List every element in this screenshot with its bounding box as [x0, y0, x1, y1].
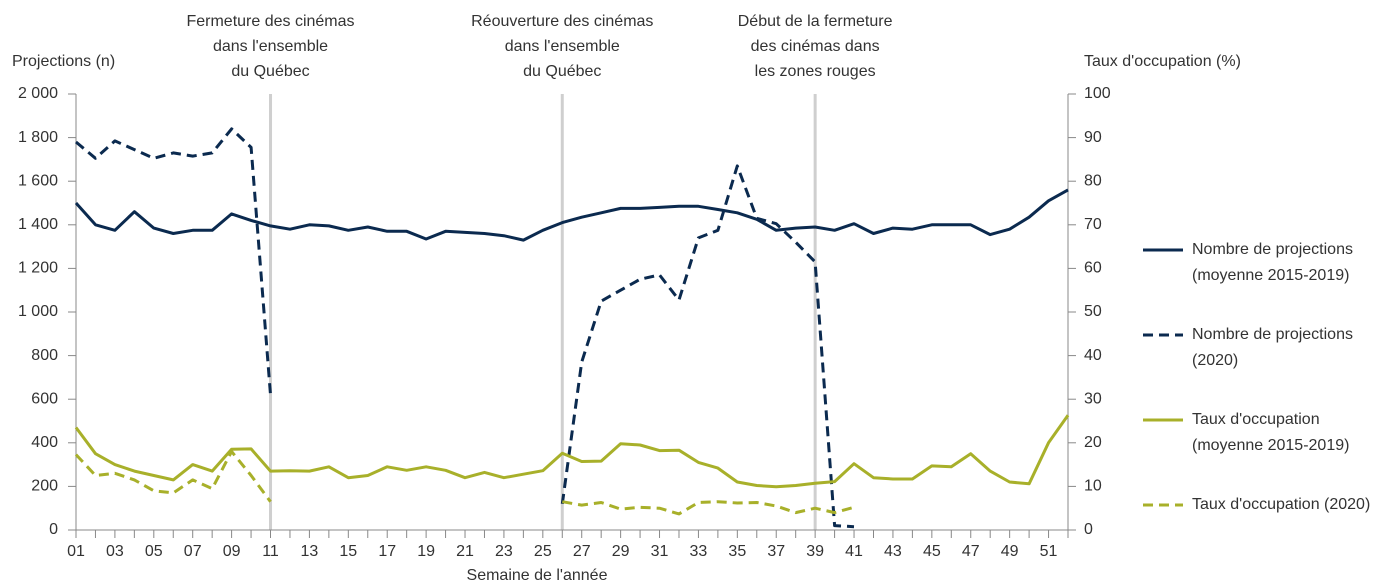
y-tick-label: 2 000 [18, 85, 58, 102]
x-tick-label: 31 [651, 543, 669, 560]
y2-tick-label: 10 [1084, 478, 1102, 495]
y2-tick-label: 90 [1084, 129, 1102, 146]
x-tick-label: 11 [262, 543, 279, 560]
y2-tick-label: 80 [1084, 172, 1102, 189]
y2-tick-label: 20 [1084, 434, 1102, 451]
y-tick-label: 200 [31, 478, 58, 495]
annotation: les zones rouges [755, 63, 876, 80]
x-tick-label: 25 [534, 543, 552, 560]
series-line [74, 450, 855, 516]
x-tick-label: 07 [184, 543, 202, 560]
y2-tick-label: 40 [1084, 347, 1102, 364]
x-tick-label: 19 [417, 543, 435, 560]
annotation: dans l'ensemble [213, 38, 328, 55]
annotation: du Québec [523, 63, 601, 80]
y-tick-label: 1 600 [18, 172, 58, 189]
x-tick-label: 33 [690, 543, 708, 560]
series-line [75, 127, 855, 529]
y2-tick-label: 30 [1084, 390, 1102, 407]
y2-tick-label: 0 [1084, 521, 1093, 538]
y-tick-label: 1 400 [18, 216, 58, 233]
y-tick-label: 1 000 [18, 303, 58, 320]
x-tick-label: 13 [301, 543, 319, 560]
series-line [74, 188, 1069, 242]
x-tick-label: 43 [884, 543, 902, 560]
series-line [74, 414, 1070, 489]
annotation: Fermeture des cinémas [186, 13, 354, 30]
legend-label: Nombre de projections (2020) [1192, 326, 1353, 369]
y-tick-label: 600 [31, 390, 58, 407]
y2-tick-label: 60 [1084, 260, 1102, 277]
x-tick-label: 29 [612, 543, 630, 560]
annotation: du Québec [231, 63, 309, 80]
x-tick-label: 21 [456, 543, 474, 560]
y-tick-label: 800 [31, 347, 58, 364]
legend-label: Taux d'occupation (2020) [1192, 496, 1371, 513]
annotation: Réouverture des cinémas [471, 13, 653, 30]
x-tick-label: 03 [106, 543, 124, 560]
x-tick-label: 47 [962, 543, 980, 560]
x-tick-label: 23 [495, 543, 513, 560]
x-tick-label: 05 [145, 543, 163, 560]
x-tick-label: 41 [845, 543, 863, 560]
x-tick-label: 37 [767, 543, 785, 560]
x-tick-label: 45 [923, 543, 941, 560]
annotation: des cinémas dans [751, 38, 880, 55]
y2-tick-label: 100 [1084, 85, 1111, 102]
legend-label: Nombre de projections (moyenne 2015-2019… [1192, 241, 1353, 284]
y-tick-label: 400 [31, 434, 58, 451]
y2-tick-label: 50 [1084, 303, 1102, 320]
annotation: dans l'ensemble [505, 38, 620, 55]
x-tick-label: 51 [1040, 543, 1058, 560]
x-tick-label: 17 [378, 543, 396, 560]
y-tick-label: 1 800 [18, 129, 58, 146]
y2-axis-label: Taux d'occupation (%) [1084, 53, 1241, 70]
y2-tick-label: 70 [1084, 216, 1102, 233]
y-tick-label: 0 [49, 521, 58, 538]
y-tick-label: 1 200 [18, 260, 58, 277]
x-tick-label: 27 [573, 543, 591, 560]
x-tick-label: 35 [728, 543, 746, 560]
x-tick-label: 49 [1001, 543, 1019, 560]
x-tick-label: 01 [67, 543, 85, 560]
y-axis-label: Projections (n) [12, 53, 115, 70]
x-tick-label: 09 [223, 543, 241, 560]
x-tick-label: 15 [339, 543, 357, 560]
x-tick-label: 39 [806, 543, 824, 560]
x-axis-label: Semaine de l'année [467, 567, 608, 584]
annotation: Début de la fermeture [738, 13, 893, 30]
legend-label: Taux d'occupation (moyenne 2015-2019) [1192, 411, 1350, 454]
